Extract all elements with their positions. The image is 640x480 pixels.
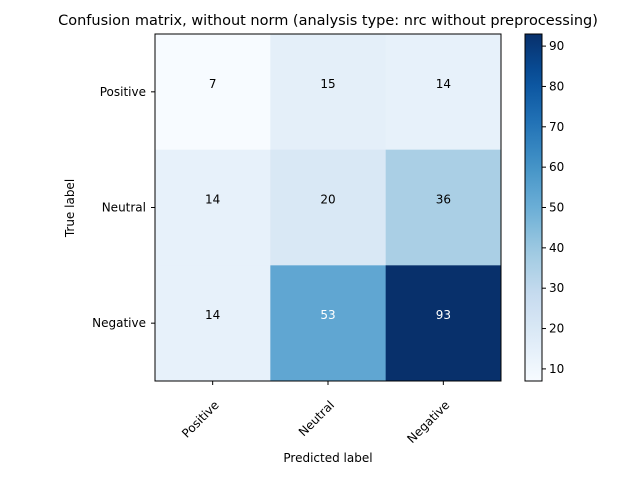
colorbar xyxy=(524,33,543,382)
chart-title: Confusion matrix, without norm (analysis… xyxy=(58,13,598,29)
cell-value-label: 15 xyxy=(320,77,335,91)
cell-value-label: 14 xyxy=(436,77,451,91)
heatmap-cell xyxy=(155,265,271,382)
heatmap-cell xyxy=(385,265,502,382)
cell-value-label: 93 xyxy=(436,308,451,322)
y-axis-label: True label xyxy=(63,179,77,238)
y-tick-label: Neutral xyxy=(102,201,146,215)
heatmap-cell xyxy=(270,265,387,382)
colorbar-tick-label: 10 xyxy=(549,362,564,376)
colorbar-tick-label: 40 xyxy=(549,241,564,255)
heatmap-cell-labels: 7 15 14 14 20 36 14 53 93 xyxy=(205,77,451,322)
heatmap-cell xyxy=(270,34,387,151)
colorbar-tick-label: 50 xyxy=(549,201,564,215)
x-tick-label: Neutral xyxy=(296,398,337,439)
x-axis-ticks: Positive Neutral Negative xyxy=(179,381,452,446)
y-axis-ticks: Positive Neutral Negative xyxy=(92,85,155,330)
y-tick-label: Positive xyxy=(100,85,146,99)
heatmap-cells xyxy=(155,34,502,382)
colorbar-tick-label: 80 xyxy=(549,79,564,93)
heatmap-cell xyxy=(270,149,387,266)
cell-value-label: 36 xyxy=(436,193,451,207)
x-tick-label: Positive xyxy=(179,398,222,441)
x-tick-label: Negative xyxy=(404,398,452,446)
cell-value-label: 14 xyxy=(205,308,220,322)
colorbar-tick-label: 20 xyxy=(549,322,564,336)
cell-value-label: 53 xyxy=(320,308,335,322)
cell-value-label: 7 xyxy=(209,77,217,91)
cell-value-label: 20 xyxy=(320,193,335,207)
x-axis-label: Predicted label xyxy=(283,451,372,465)
y-tick-label: Negative xyxy=(92,316,146,330)
heatmap-cell xyxy=(385,149,502,266)
heatmap-cell xyxy=(385,34,502,151)
colorbar-tick-label: 30 xyxy=(549,281,564,295)
colorbar-tick-label: 70 xyxy=(549,120,564,134)
heatmap-cell xyxy=(155,149,271,266)
colorbar-ticks: 10 20 30 40 50 60 70 80 90 xyxy=(542,39,564,376)
cell-value-label: 14 xyxy=(205,193,220,207)
heatmap-cell xyxy=(155,34,271,151)
colorbar-tick-label: 90 xyxy=(549,39,564,53)
colorbar-tick-label: 60 xyxy=(549,160,564,174)
